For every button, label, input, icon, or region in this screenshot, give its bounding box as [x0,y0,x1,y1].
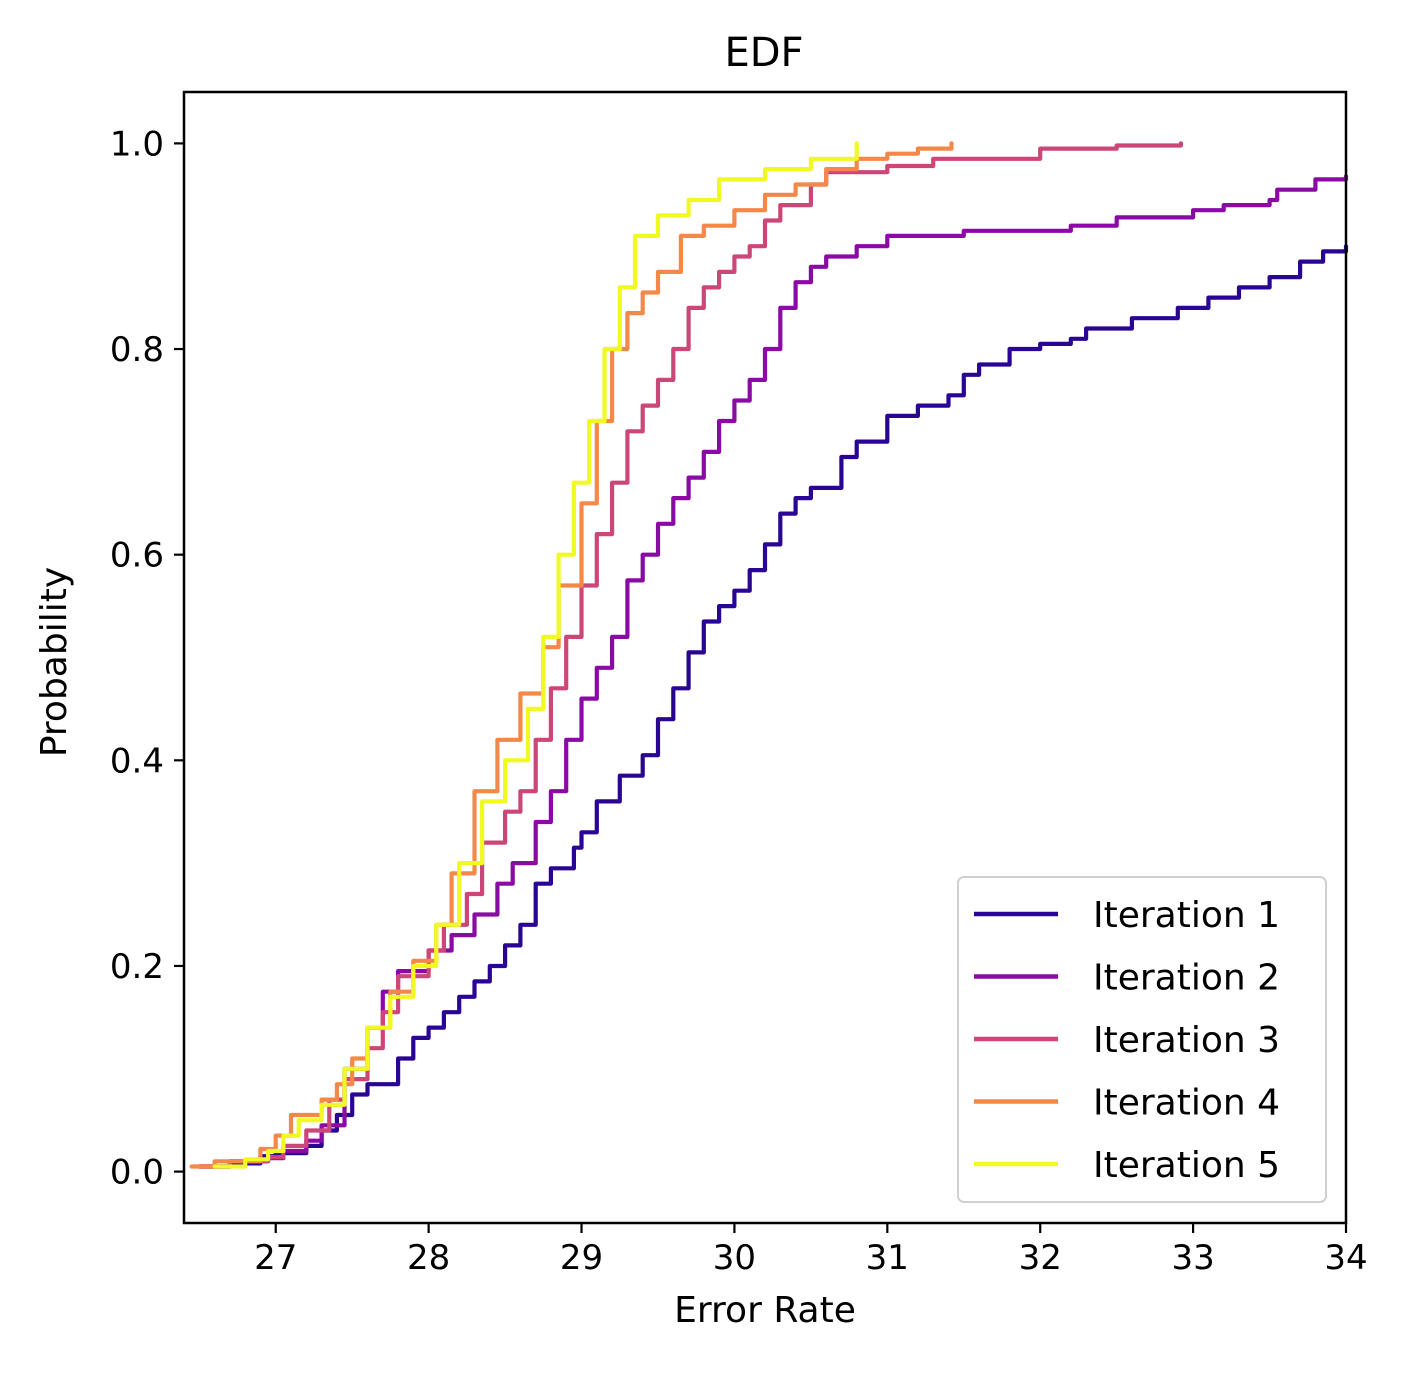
series-line-1 [197,244,1349,1169]
x-tick-label: 32 [1019,1238,1062,1278]
x-tick-label: 34 [1324,1238,1367,1278]
legend-label-5: Iteration 5 [1093,1145,1280,1186]
y-tick-label: 0.4 [110,741,164,781]
y-tick-label: 1.0 [110,124,164,164]
legend-box [957,876,1327,1203]
x-tick-label: 31 [866,1238,909,1278]
x-tick-label: 30 [713,1238,756,1278]
y-axis-label: Probability [34,567,75,757]
legend: Iteration 1 Iteration 2 Iteration 3 Iterati… [957,876,1327,1203]
x-axis-label: Error Rate [674,1290,856,1331]
plot-frame [182,90,1348,1225]
y-axis-ticks: 0.0 0.2 0.4 0.6 0.8 1.0 [110,124,184,1193]
x-tick-label: 27 [254,1238,297,1278]
y-tick-label: 0.2 [110,947,164,987]
x-tick-label: 29 [560,1238,603,1278]
plot-lines [189,141,1349,1169]
x-tick-label: 28 [407,1238,450,1278]
x-axis-ticks: 27 28 29 30 31 32 33 34 [254,1223,1368,1278]
legend-label-1: Iteration 1 [1093,895,1280,936]
y-tick-label: 0.8 [110,330,164,370]
y-tick-label: 0.0 [110,1153,164,1193]
series-line-3 [197,141,1183,1169]
y-tick-label: 0.6 [110,536,164,576]
chart-title: EDF [724,30,803,76]
series-line-5 [212,141,859,1169]
legend-label-3: Iteration 3 [1093,1020,1280,1061]
series-line-4 [189,141,954,1169]
legend-label-2: Iteration 2 [1093,958,1280,999]
x-tick-label: 33 [1171,1238,1214,1278]
legend-label-4: Iteration 4 [1093,1083,1280,1124]
